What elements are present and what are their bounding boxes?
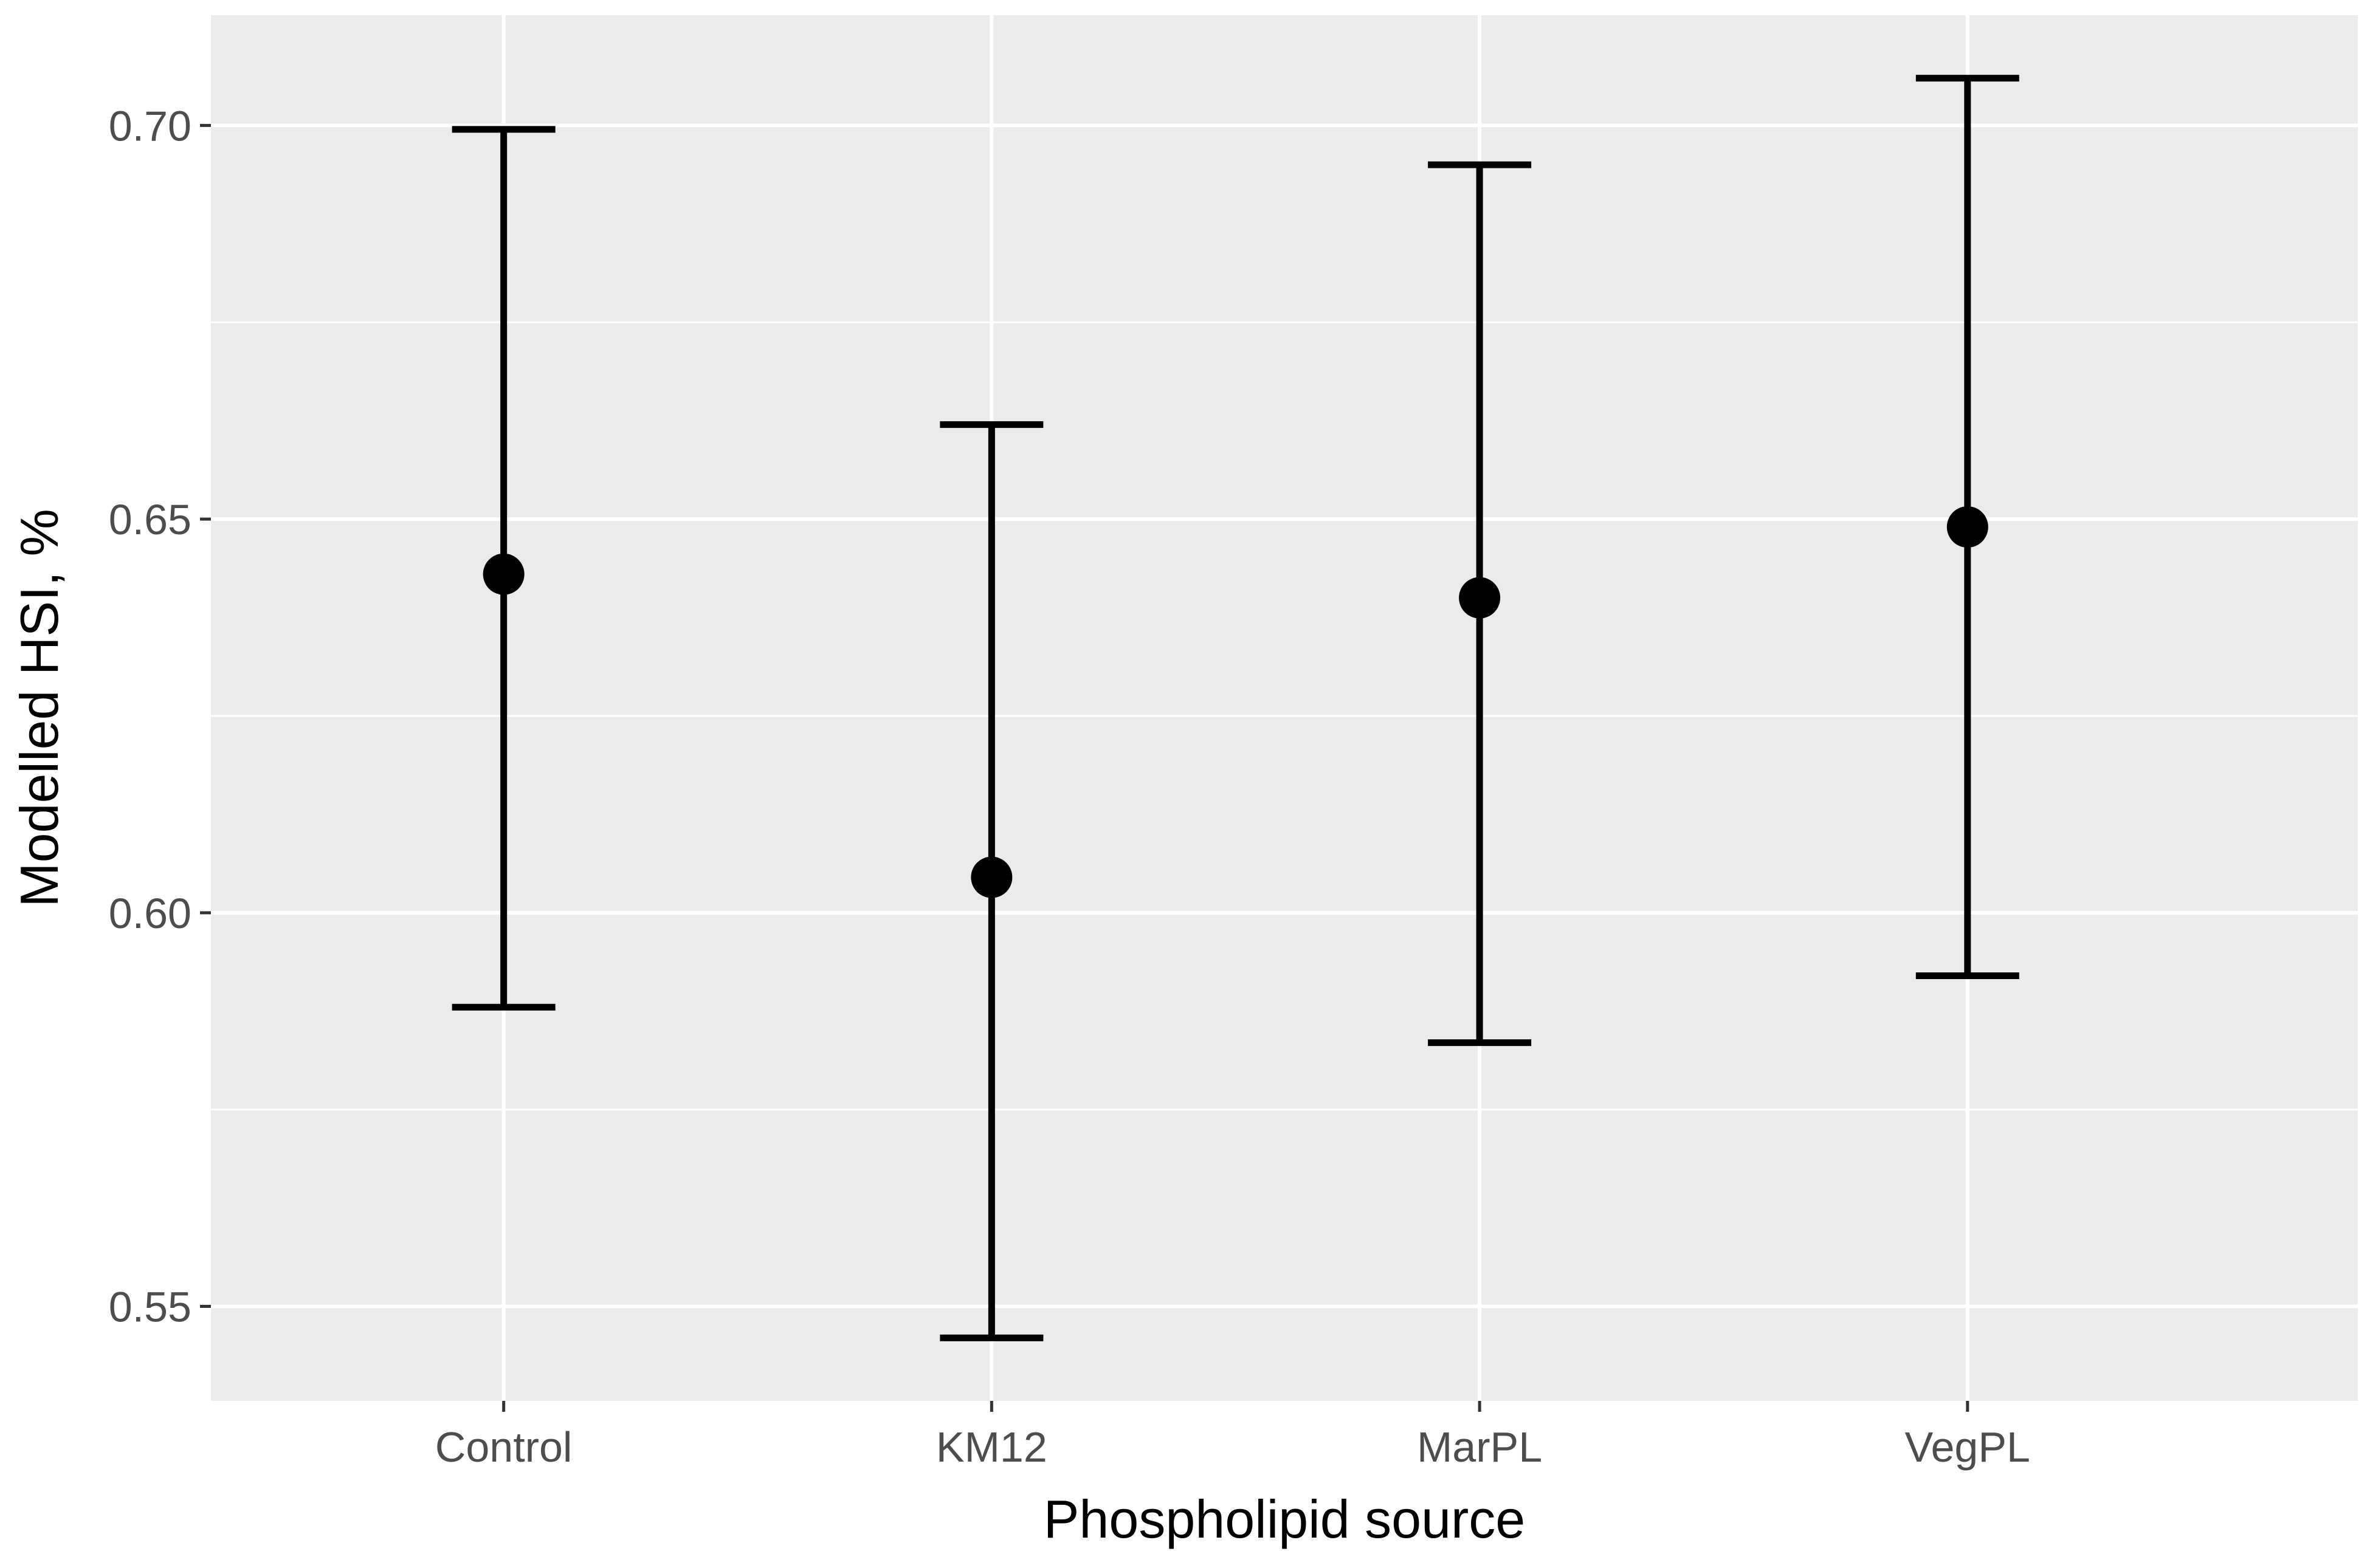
- y-tick-label: 0.55: [109, 1284, 191, 1331]
- minor-gridlines: [211, 321, 2358, 1111]
- data-point: [971, 856, 1013, 898]
- data-points: [483, 506, 1988, 898]
- x-axis-title: Phospholipid source: [1044, 1489, 1526, 1549]
- y-tick-label: 0.65: [109, 496, 191, 543]
- y-axis-ticks: 0.55 0.60 0.65 0.70: [109, 102, 211, 1331]
- x-axis-ticks: Control KM12 MarPL VegPL: [435, 1401, 2030, 1471]
- x-tick-label: KM12: [936, 1423, 1047, 1471]
- y-tick-label: 0.70: [109, 102, 191, 150]
- plot-panel: [211, 15, 2358, 1401]
- data-point: [1459, 577, 1501, 619]
- x-tick-label: MarPL: [1417, 1423, 1542, 1471]
- data-point: [1946, 506, 1988, 548]
- data-point: [483, 553, 525, 595]
- y-tick-label: 0.60: [109, 890, 191, 937]
- x-tick-label: Control: [435, 1423, 573, 1471]
- y-axis-title: Modelled HSI, %: [9, 509, 69, 907]
- x-tick-label: VegPL: [1905, 1423, 2030, 1471]
